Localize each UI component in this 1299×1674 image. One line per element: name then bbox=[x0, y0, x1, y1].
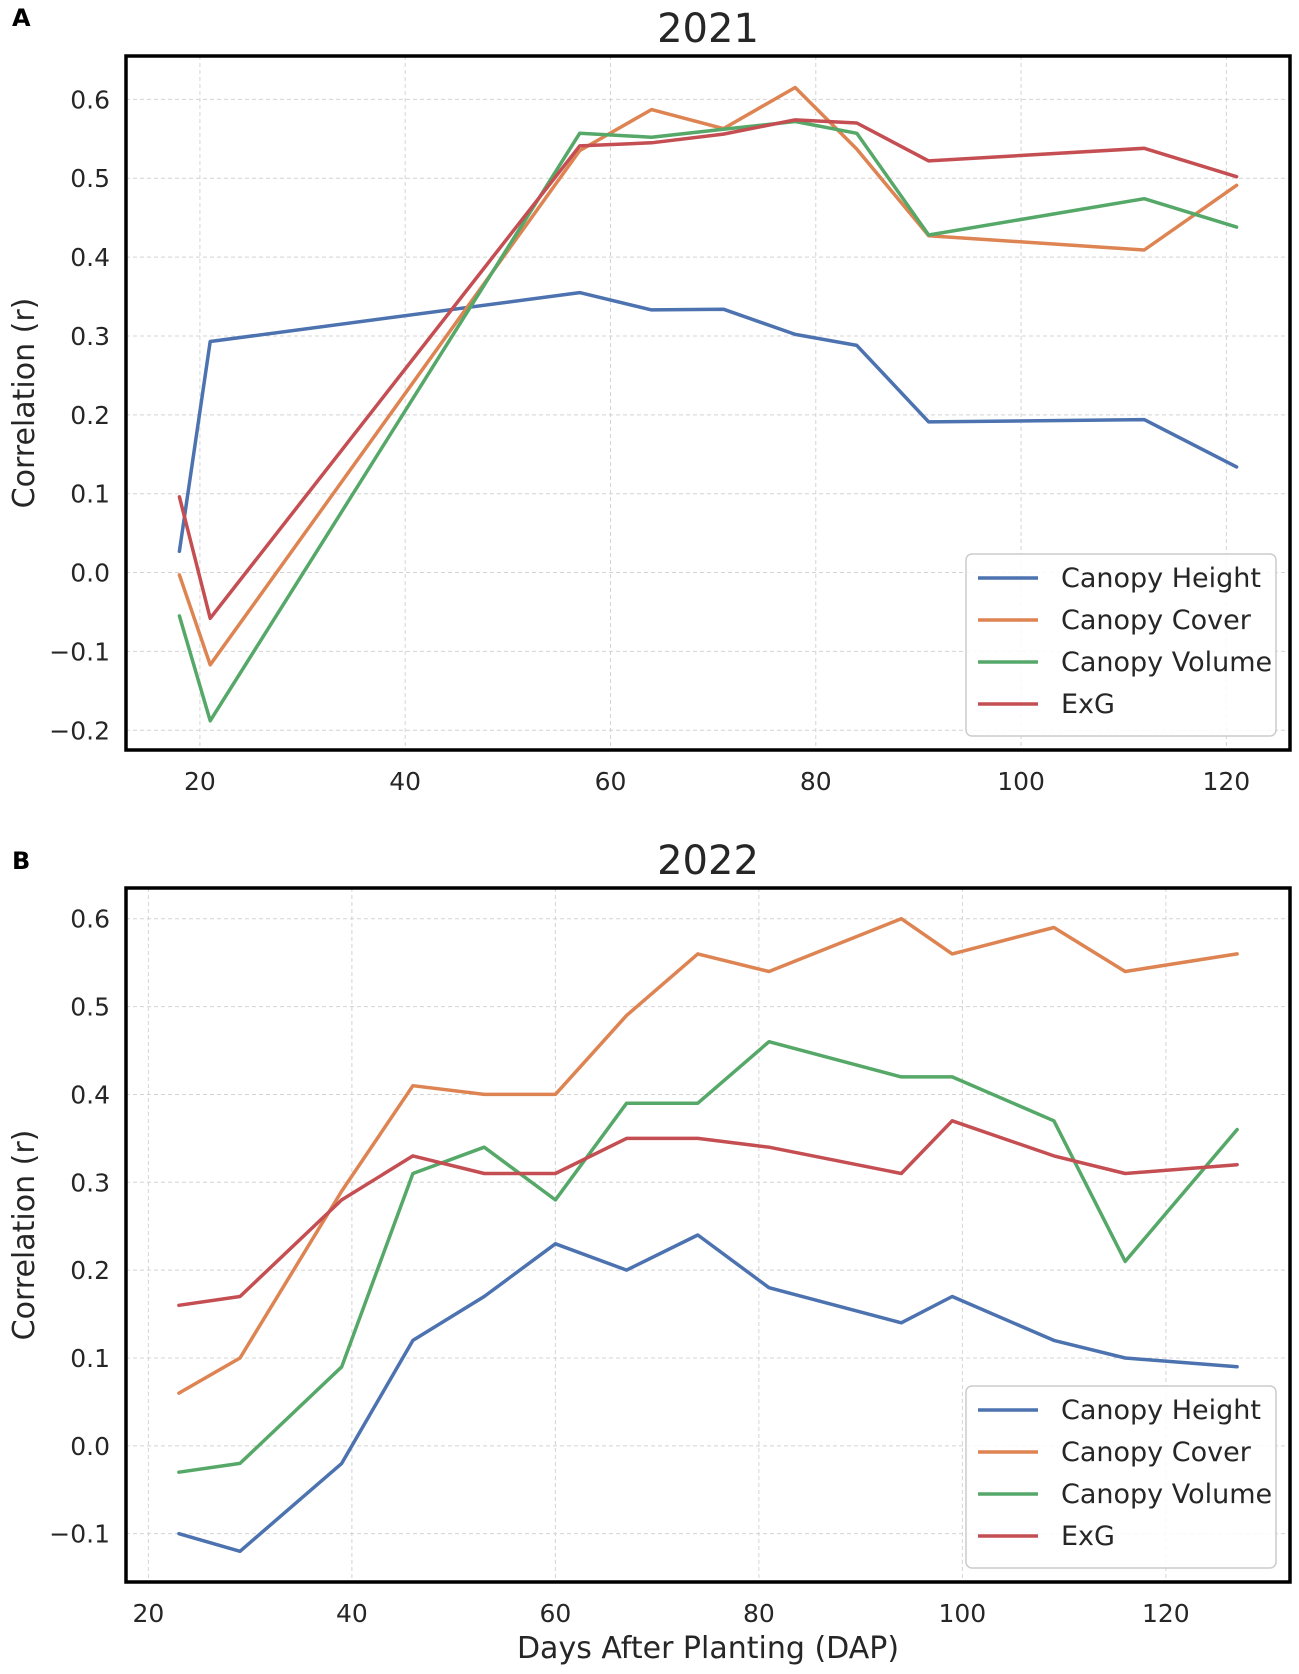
y-tick-label: −0.1 bbox=[49, 637, 110, 666]
legend-label-exg: ExG bbox=[1061, 689, 1115, 720]
x-tick-label: 20 bbox=[184, 767, 216, 796]
legend-label-canopy-volume: Canopy Volume bbox=[1061, 1479, 1272, 1510]
y-tick-label: 0.6 bbox=[70, 85, 110, 114]
y-tick-label: −0.1 bbox=[49, 1520, 110, 1549]
x-tick-label: 60 bbox=[539, 1599, 571, 1628]
series-lines bbox=[177, 85, 1239, 723]
series-lines bbox=[177, 916, 1239, 1554]
y-tick-label: 0.6 bbox=[70, 905, 110, 934]
legend-box bbox=[965, 553, 1277, 737]
legend: Canopy Height Canopy Cover Canopy Volume Ex… bbox=[965, 1385, 1277, 1569]
legend-label-canopy-cover: Canopy Cover bbox=[1061, 605, 1252, 636]
y-tick-label: 0.1 bbox=[70, 1344, 110, 1373]
plot-frame bbox=[124, 54, 1292, 752]
series-line-canopy-height bbox=[177, 290, 1239, 554]
x-tick-label: 20 bbox=[132, 1599, 164, 1628]
series-line-canopy-height bbox=[177, 1233, 1239, 1554]
y-tick-label: 0.5 bbox=[70, 993, 110, 1022]
legend-label-canopy-height: Canopy Height bbox=[1061, 1395, 1261, 1426]
legend-box bbox=[965, 1385, 1277, 1569]
gridlines bbox=[126, 888, 1290, 1582]
chart-title: 2022 bbox=[657, 838, 759, 884]
y-tick-label: 0.3 bbox=[70, 322, 110, 351]
x-tick-label: 60 bbox=[595, 767, 627, 796]
legend-label-canopy-volume: Canopy Volume bbox=[1061, 647, 1272, 678]
panel-a: A 2021 20 40 60 80 100 120 −0.2 −0.1 0.0 0.1 0.2 0.3 0… bbox=[7, 4, 1292, 796]
x-axis-label: Days After Planting (DAP) bbox=[517, 1631, 899, 1666]
y-tick-label: 0.0 bbox=[70, 559, 110, 588]
y-tick-label: 0.0 bbox=[70, 1432, 110, 1461]
chart-title: 2021 bbox=[657, 6, 759, 52]
y-tick-label: 0.4 bbox=[70, 243, 110, 272]
x-tick-label: 40 bbox=[336, 1599, 368, 1628]
legend-label-exg: ExG bbox=[1061, 1521, 1115, 1552]
y-tick-label: 0.4 bbox=[70, 1080, 110, 1109]
x-tick-label: 120 bbox=[1203, 767, 1251, 796]
x-tick-label: 120 bbox=[1142, 1599, 1190, 1628]
series-line-exg bbox=[177, 118, 1239, 621]
x-tick-label: 100 bbox=[997, 767, 1045, 796]
y-tick-label: 0.2 bbox=[70, 401, 110, 430]
y-tick-label: −0.2 bbox=[49, 716, 110, 745]
series-line-exg bbox=[177, 1119, 1239, 1308]
plot-frame bbox=[124, 886, 1292, 1584]
y-tick-label: 0.2 bbox=[70, 1256, 110, 1285]
series-line-canopy-volume bbox=[177, 1039, 1239, 1474]
x-tick-label: 40 bbox=[389, 767, 421, 796]
series-line-canopy-cover bbox=[177, 916, 1239, 1395]
x-tick-label: 100 bbox=[939, 1599, 987, 1628]
legend: Canopy Height Canopy Cover Canopy Volume Ex… bbox=[965, 553, 1277, 737]
panel-letter: A bbox=[12, 4, 31, 32]
legend-label-canopy-height: Canopy Height bbox=[1061, 563, 1261, 594]
panel-b: B 2022 20 40 60 80 100 120 −0.1 0.0 0.1 0.2 0.3 0.4 0.… bbox=[7, 838, 1292, 1666]
x-tick-label: 80 bbox=[800, 767, 832, 796]
series-line-canopy-cover bbox=[177, 85, 1239, 667]
legend-label-canopy-cover: Canopy Cover bbox=[1061, 1437, 1252, 1468]
y-axis-label: Correlation (r) bbox=[7, 298, 42, 509]
y-tick-label: 0.5 bbox=[70, 164, 110, 193]
panel-letter: B bbox=[12, 847, 30, 875]
y-tick-label: 0.1 bbox=[70, 480, 110, 509]
y-tick-label: 0.3 bbox=[70, 1168, 110, 1197]
x-tick-label: 80 bbox=[743, 1599, 775, 1628]
y-axis-label: Correlation (r) bbox=[7, 1130, 42, 1341]
